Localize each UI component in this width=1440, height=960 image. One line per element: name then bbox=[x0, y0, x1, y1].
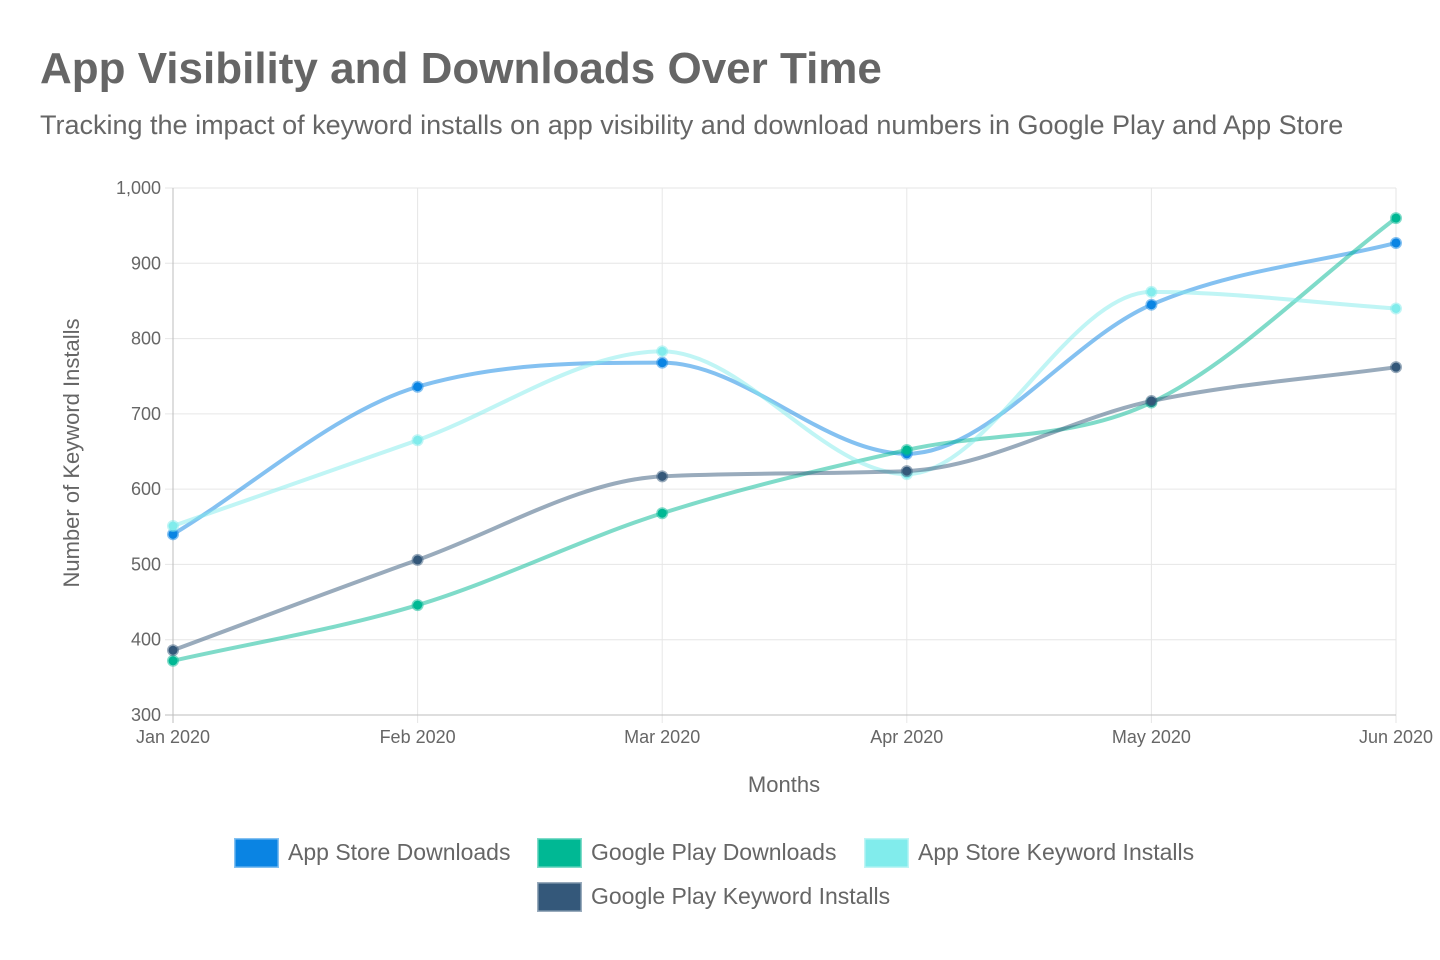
legend-swatch bbox=[234, 838, 279, 868]
series-line-app-store-downloads bbox=[171, 240, 1398, 537]
series-line-google-play-keyword-installs bbox=[171, 365, 1398, 653]
x-axis-title: Months bbox=[748, 772, 820, 797]
data-point-google-play-keyword-installs[interactable] bbox=[656, 470, 669, 483]
series-google-play-keyword-installs bbox=[167, 361, 1402, 657]
series-line-app-store-keyword-installs bbox=[171, 289, 1398, 529]
y-tick-label: 300 bbox=[131, 705, 161, 725]
y-tick-label: 900 bbox=[131, 253, 161, 273]
data-point-app-store-keyword-installs[interactable] bbox=[1390, 302, 1402, 315]
data-point-google-play-downloads[interactable] bbox=[656, 507, 669, 520]
legend-item-app-store-downloads[interactable]: App Store Downloads bbox=[234, 838, 511, 868]
data-point-google-play-downloads[interactable] bbox=[1390, 212, 1402, 225]
data-point-app-store-keyword-installs[interactable] bbox=[656, 345, 669, 358]
x-tick-label: May 2020 bbox=[1112, 727, 1191, 747]
legend-swatch bbox=[864, 838, 909, 868]
legend-item-google-play-downloads[interactable]: Google Play Downloads bbox=[537, 838, 837, 868]
data-point-app-store-downloads[interactable] bbox=[1145, 298, 1158, 311]
data-point-app-store-keyword-installs[interactable] bbox=[1145, 285, 1158, 298]
legend-item-app-store-keyword-installs[interactable]: App Store Keyword Installs bbox=[864, 838, 1195, 868]
axes bbox=[165, 188, 1396, 723]
chart-title: App Visibility and Downloads Over Time bbox=[40, 44, 882, 93]
x-tick-label: Apr 2020 bbox=[870, 727, 943, 747]
data-point-app-store-keyword-installs[interactable] bbox=[411, 434, 424, 447]
legend-label: Google Play Keyword Installs bbox=[591, 883, 890, 909]
x-tick-label: Jan 2020 bbox=[136, 727, 210, 747]
y-tick-label: 700 bbox=[131, 404, 161, 424]
legend-swatch bbox=[537, 882, 582, 912]
series-google-play-downloads bbox=[167, 212, 1402, 667]
grid bbox=[165, 187, 1397, 723]
x-tick-label: Feb 2020 bbox=[380, 727, 456, 747]
data-point-google-play-downloads[interactable] bbox=[900, 443, 913, 456]
data-point-app-store-downloads[interactable] bbox=[411, 380, 424, 393]
legend-label: App Store Keyword Installs bbox=[918, 839, 1194, 865]
legend-label: Google Play Downloads bbox=[591, 839, 836, 865]
legend: App Store Downloads Google Play Downloads… bbox=[234, 838, 1195, 912]
legend-label: App Store Downloads bbox=[288, 839, 510, 865]
data-point-google-play-keyword-installs[interactable] bbox=[900, 465, 913, 478]
legend-swatch bbox=[537, 838, 582, 868]
series bbox=[167, 212, 1402, 667]
x-tick-labels: Jan 2020 Feb 2020 Mar 2020 Apr 2020 May 2020… bbox=[136, 727, 1433, 747]
y-tick-label: 500 bbox=[131, 554, 161, 574]
data-point-google-play-downloads[interactable] bbox=[411, 599, 424, 612]
y-tick-label: 1,000 bbox=[116, 178, 161, 198]
data-point-google-play-keyword-installs[interactable] bbox=[411, 553, 424, 566]
data-point-app-store-downloads[interactable] bbox=[656, 356, 669, 369]
data-point-google-play-keyword-installs[interactable] bbox=[167, 644, 179, 657]
chart-subtitle: Tracking the impact of keyword installs … bbox=[40, 110, 1344, 140]
series-line-google-play-downloads bbox=[171, 216, 1398, 663]
data-point-app-store-downloads[interactable] bbox=[1390, 236, 1402, 249]
y-tick-label: 400 bbox=[131, 630, 161, 650]
y-tick-label: 600 bbox=[131, 479, 161, 499]
x-tick-label: Mar 2020 bbox=[624, 727, 700, 747]
x-tick-label: Jun 2020 bbox=[1359, 727, 1433, 747]
data-point-app-store-keyword-installs[interactable] bbox=[167, 520, 179, 533]
data-point-google-play-keyword-installs[interactable] bbox=[1390, 361, 1402, 374]
y-tick-label: 800 bbox=[131, 329, 161, 349]
legend-item-google-play-keyword-installs[interactable]: Google Play Keyword Installs bbox=[537, 882, 891, 912]
y-tick-labels: 300 400 500 600 700 800 900 1,000 bbox=[116, 178, 161, 725]
y-axis-title: Number of Keyword Installs bbox=[59, 319, 84, 588]
data-point-google-play-keyword-installs[interactable] bbox=[1145, 395, 1158, 408]
data-point-google-play-downloads[interactable] bbox=[167, 654, 179, 667]
